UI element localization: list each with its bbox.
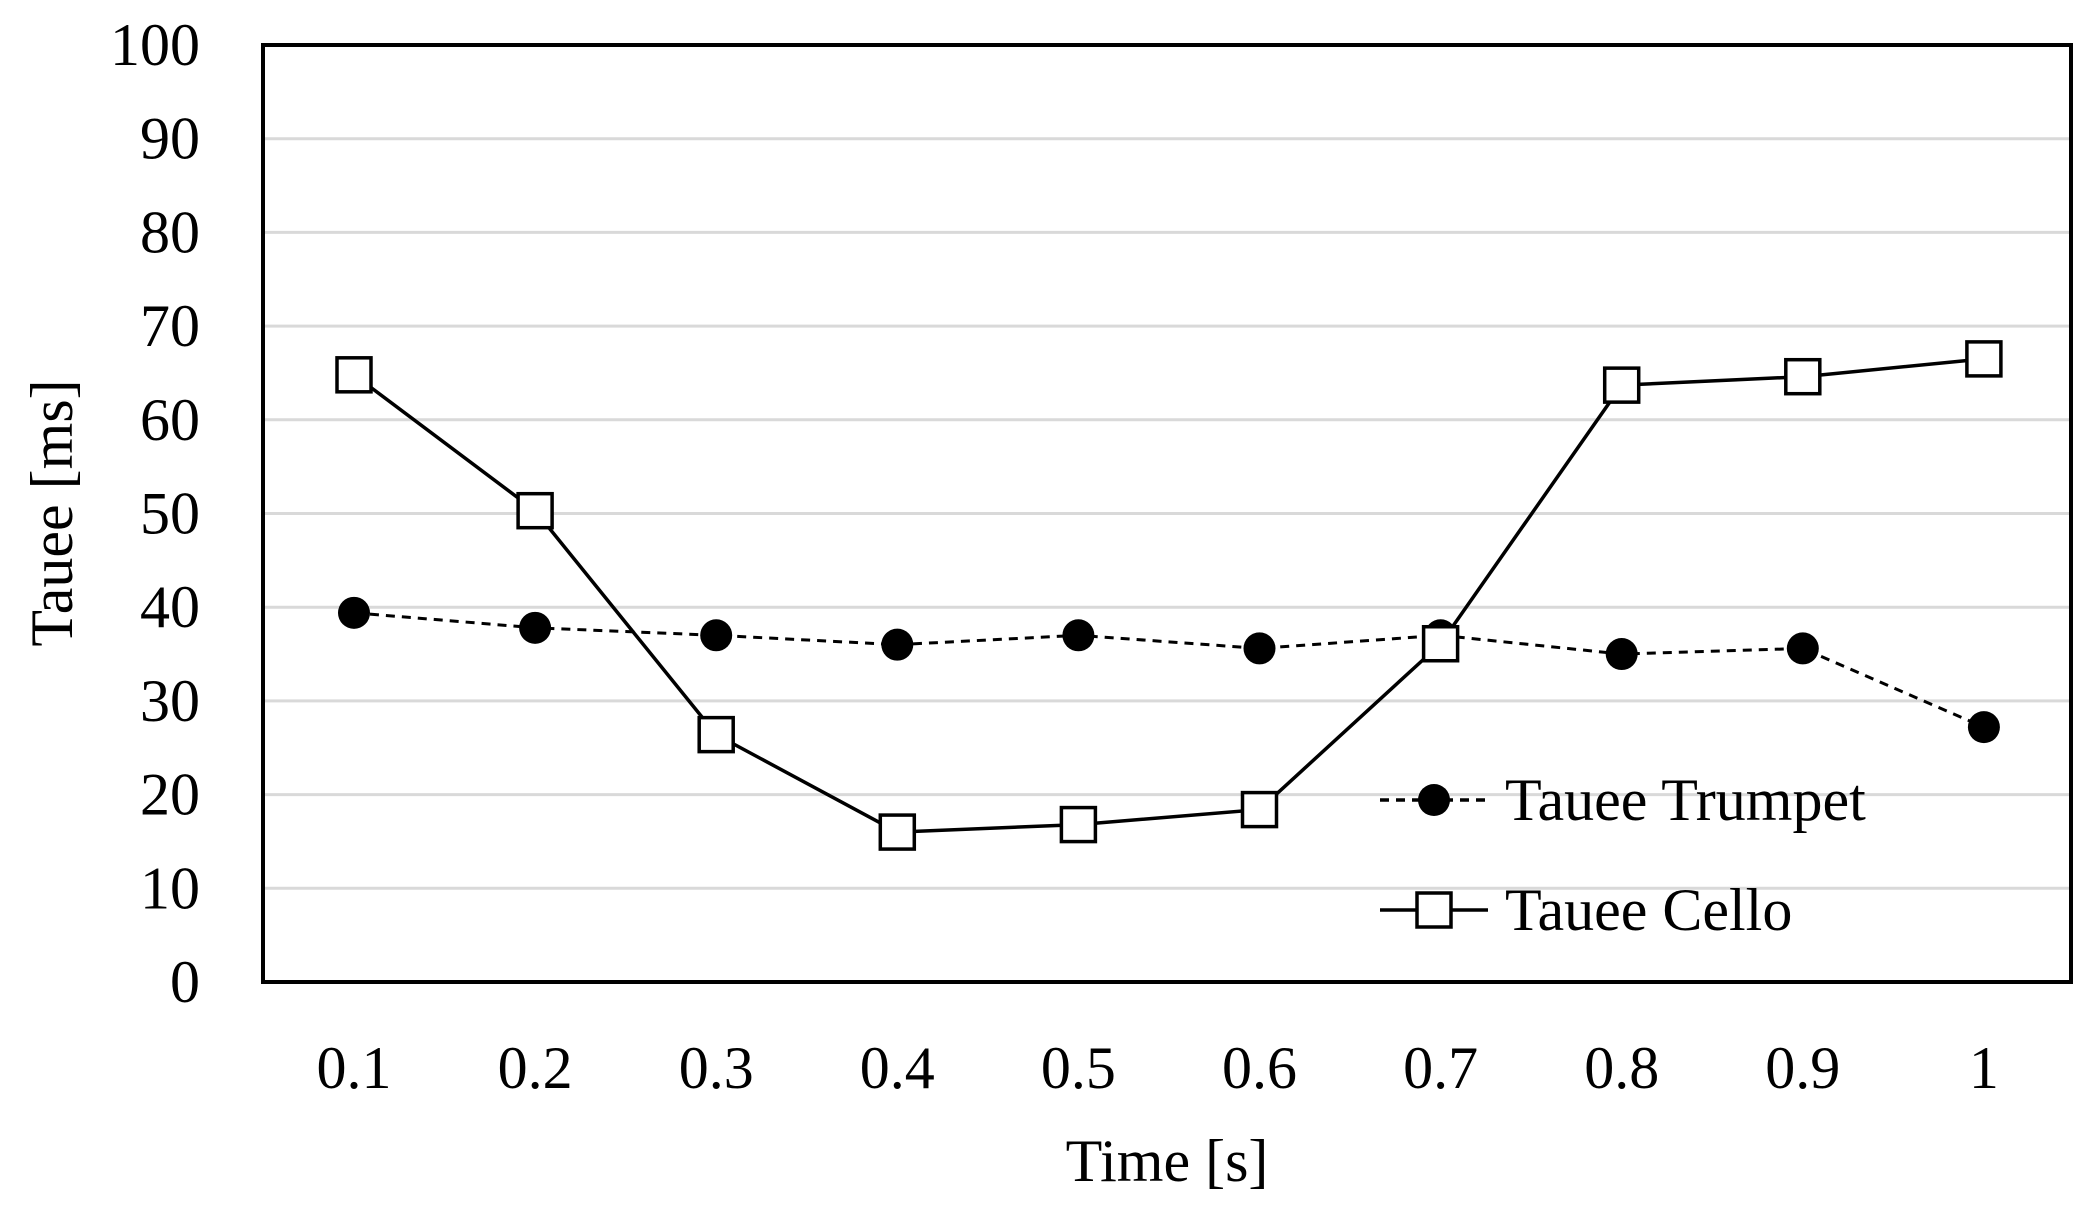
data-point — [700, 619, 733, 652]
data-point — [1243, 632, 1276, 665]
series-tauee-cello — [335, 340, 2003, 851]
y-tick-label: 40 — [140, 574, 200, 640]
data-point — [1784, 357, 1822, 396]
data-point — [1062, 619, 1095, 652]
x-tick-label: 0.5 — [1041, 1035, 1116, 1101]
data-point — [1605, 638, 1638, 671]
y-tick-label: 0 — [170, 949, 200, 1015]
y-tick-label: 20 — [140, 762, 200, 828]
y-tick-label: 80 — [140, 199, 200, 265]
x-tick-label: 0.2 — [498, 1035, 573, 1101]
data-point — [1421, 624, 1460, 663]
series-line — [353, 611, 1985, 729]
legend-marker — [1415, 891, 1453, 929]
legend-label: Tauee Trumpet — [1505, 767, 1866, 833]
plot-frame — [261, 43, 2073, 984]
data-point — [338, 596, 370, 629]
x-tick-label: 0.7 — [1403, 1035, 1478, 1101]
data-point — [516, 491, 554, 530]
data-point — [1602, 366, 1641, 404]
data-point — [878, 813, 917, 851]
x-tick-label: 0.1 — [317, 1035, 392, 1101]
data-point — [1240, 790, 1279, 829]
x-tick-label: 0.6 — [1222, 1035, 1297, 1101]
y-tick-label: 30 — [140, 668, 200, 734]
data-point — [335, 356, 373, 394]
y-tick-label: 100 — [110, 12, 200, 78]
data-point — [1965, 340, 2003, 378]
legend-item: Tauee Cello — [1380, 877, 1792, 943]
y-tick-label: 10 — [140, 855, 200, 921]
data-point — [1786, 632, 1819, 665]
y-tick-label: 50 — [140, 481, 200, 547]
legend: Tauee Trumpet Tauee Cello — [1380, 767, 1866, 943]
x-tick-label: 0.8 — [1584, 1035, 1659, 1101]
data-point — [881, 628, 914, 661]
legend-item: Tauee Trumpet — [1380, 767, 1866, 833]
y-tick-label: 70 — [140, 293, 200, 359]
series-tauee-trumpet — [338, 596, 2000, 744]
data-point — [1967, 711, 2000, 744]
y-axis-title: Tauee [ms] — [19, 379, 85, 646]
data-point — [1059, 805, 1098, 844]
x-axis: 0.1 0.2 0.3 0.4 0.5 0.6 0.7 0.8 0.9 1 — [317, 1035, 1999, 1101]
series-line — [352, 357, 1985, 834]
x-tick-label: 0.9 — [1765, 1035, 1840, 1101]
y-tick-label: 60 — [140, 387, 200, 453]
grid-layer — [263, 137, 2071, 890]
data-point — [697, 715, 735, 754]
x-tick-label: 1 — [1969, 1035, 1999, 1101]
y-axis: 0 10 20 30 40 50 60 70 80 90 100 — [110, 12, 200, 1015]
legend-label: Tauee Cello — [1505, 877, 1792, 943]
x-axis-title: Time [s] — [1066, 1128, 1269, 1194]
legend-marker — [1418, 784, 1450, 816]
x-tick-label: 0.3 — [679, 1035, 754, 1101]
series-layer — [335, 340, 2003, 851]
x-tick-label: 0.4 — [860, 1035, 935, 1101]
y-tick-label: 90 — [140, 106, 200, 172]
data-point — [519, 611, 552, 644]
